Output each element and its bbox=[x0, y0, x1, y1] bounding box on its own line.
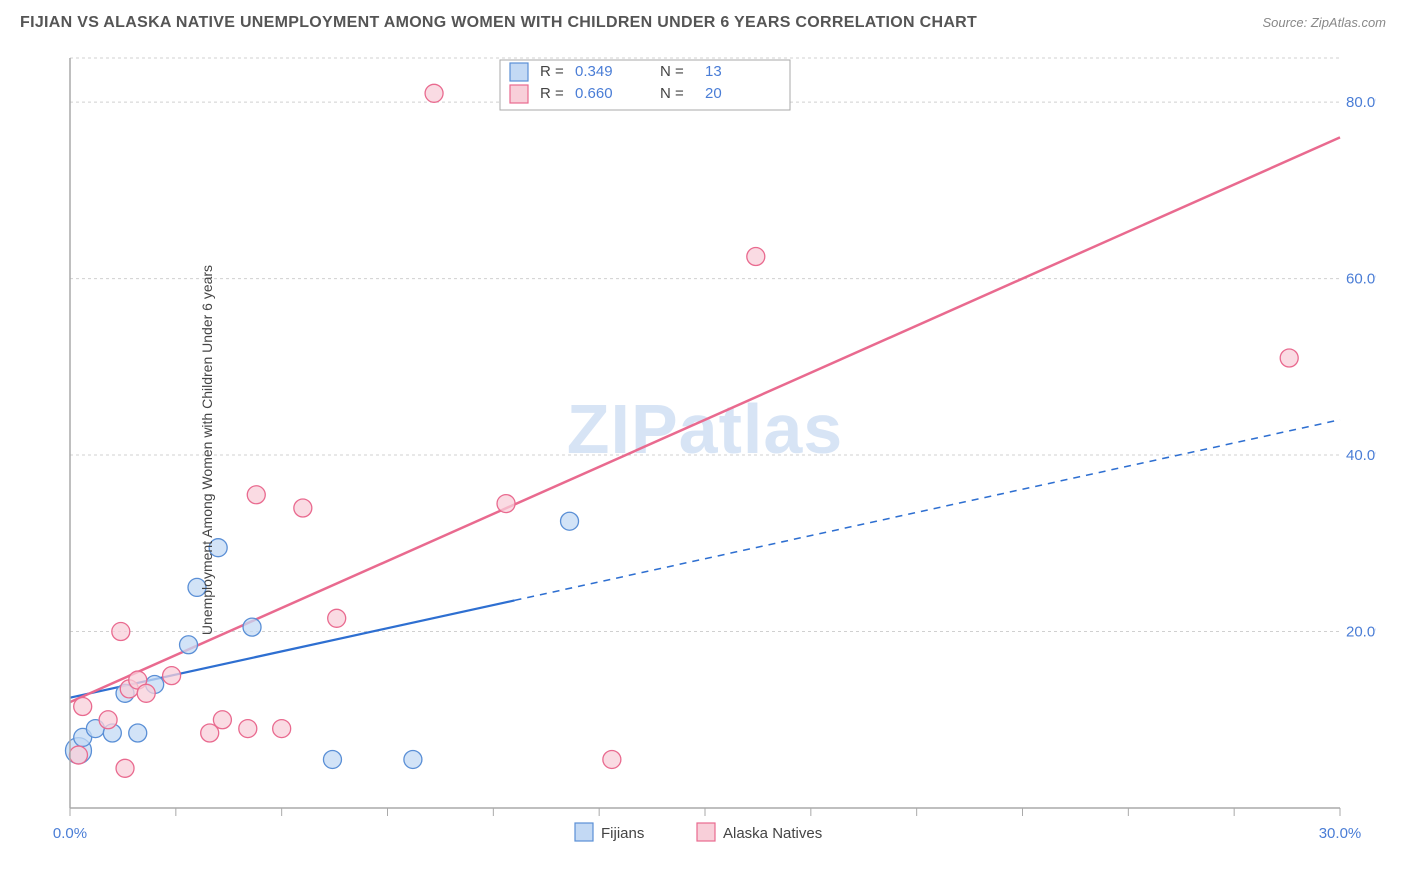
legend-n-label: N = bbox=[660, 63, 684, 80]
legend-r-label: R = bbox=[540, 85, 564, 102]
y-tick-label: 20.0% bbox=[1346, 624, 1376, 641]
data-point bbox=[425, 84, 443, 102]
data-point bbox=[747, 248, 765, 266]
correlation-chart: 20.0% 40.0% 60.0% 80.0% ZIPatlas 0.0% 30.0% R =… bbox=[50, 48, 1376, 852]
data-point bbox=[163, 667, 181, 685]
title-bar: FIJIAN VS ALASKA NATIVE UNEMPLOYMENT AMO… bbox=[0, 0, 1406, 38]
data-point bbox=[180, 636, 198, 654]
x-tick-label: 30.0% bbox=[1319, 825, 1362, 842]
data-point bbox=[328, 609, 346, 627]
data-point bbox=[561, 512, 579, 530]
chart-title: FIJIAN VS ALASKA NATIVE UNEMPLOYMENT AMO… bbox=[20, 14, 977, 32]
data-point bbox=[247, 486, 265, 504]
trendline bbox=[70, 137, 1340, 702]
data-point bbox=[239, 720, 257, 738]
data-point bbox=[603, 750, 621, 768]
x-tick-label: 0.0% bbox=[53, 825, 87, 842]
data-point bbox=[112, 623, 130, 641]
y-tick-label: 40.0% bbox=[1346, 447, 1376, 464]
watermark: ZIPatlas bbox=[567, 390, 843, 468]
data-point bbox=[116, 759, 134, 777]
legend-swatch bbox=[510, 85, 528, 103]
data-point bbox=[69, 746, 87, 764]
data-point bbox=[1280, 349, 1298, 367]
source-attribution: Source: ZipAtlas.com bbox=[1262, 15, 1386, 30]
y-tick-label: 60.0% bbox=[1346, 271, 1376, 288]
data-point bbox=[137, 684, 155, 702]
legend-n-label: N = bbox=[660, 85, 684, 102]
data-point bbox=[497, 495, 515, 513]
data-point bbox=[213, 711, 231, 729]
data-point bbox=[129, 724, 147, 742]
data-point bbox=[74, 698, 92, 716]
data-point bbox=[404, 750, 422, 768]
legend-n-value: 13 bbox=[705, 63, 722, 80]
series-label: Fijians bbox=[601, 825, 644, 842]
data-point bbox=[243, 618, 261, 636]
series-swatch bbox=[697, 823, 715, 841]
data-point bbox=[294, 499, 312, 517]
data-point bbox=[99, 711, 117, 729]
y-tick-label: 80.0% bbox=[1346, 94, 1376, 111]
legend-swatch bbox=[510, 63, 528, 81]
data-point bbox=[273, 720, 291, 738]
data-point bbox=[323, 750, 341, 768]
series-label: Alaska Natives bbox=[723, 825, 822, 842]
legend-r-label: R = bbox=[540, 63, 564, 80]
series-swatch bbox=[575, 823, 593, 841]
legend-n-value: 20 bbox=[705, 85, 722, 102]
legend-r-value: 0.349 bbox=[575, 63, 613, 80]
y-axis-label: Unemployment Among Women with Children U… bbox=[199, 265, 215, 635]
legend-r-value: 0.660 bbox=[575, 85, 613, 102]
plot-area: Unemployment Among Women with Children U… bbox=[50, 48, 1376, 852]
